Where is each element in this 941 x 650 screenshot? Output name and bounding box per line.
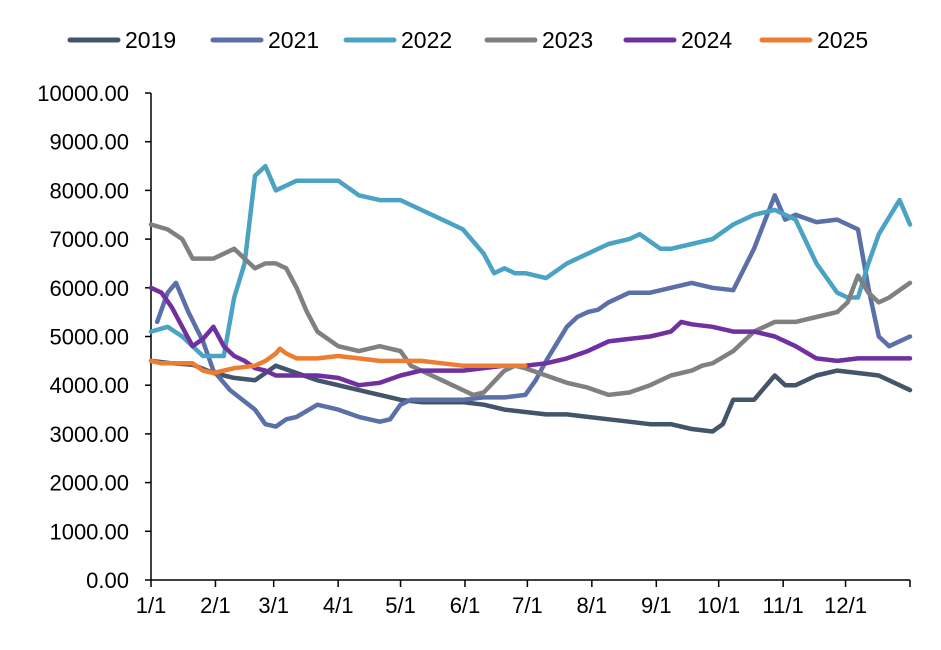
x-tick-label: 9/1: [641, 593, 672, 618]
x-tick-label: 12/1: [824, 593, 867, 618]
plot-area: [148, 163, 913, 434]
x-axis: 1/1 2/1 3/1 4/1 5/1 6/1 7/1 8/1 9/1 10/1 11/1 12/1: [136, 579, 911, 618]
x-tick-label: 11/1: [763, 593, 804, 618]
y-tick-label: 8000.00: [49, 178, 129, 203]
x-tick-label: 2/1: [200, 593, 231, 618]
y-tick-label: 10000.00: [37, 81, 129, 106]
x-tick-label: 8/1: [577, 593, 608, 618]
y-tick-label: 1000.00: [49, 519, 129, 544]
series-line-2021: [154, 193, 913, 429]
y-tick-label: 0.00: [86, 568, 129, 593]
series-line-2025: [148, 346, 528, 376]
y-tick-label: 9000.00: [49, 130, 129, 155]
x-tick-label: 3/1: [258, 593, 289, 618]
legend-label-2022: 2022: [401, 27, 452, 53]
x-tick-label: 4/1: [323, 593, 354, 618]
x-tick-label: 7/1: [512, 593, 543, 618]
legend-label-2019: 2019: [125, 27, 176, 53]
y-tick-label: 3000.00: [49, 422, 129, 447]
y-tick-label: 2000.00: [49, 471, 129, 496]
legend-label-2023: 2023: [542, 27, 593, 53]
series-line-2022: [148, 163, 913, 359]
x-tick-label: 10/1: [697, 593, 740, 618]
x-tick-label: 6/1: [450, 593, 481, 618]
legend: 2019 2021 2022 2023 2024 2025: [67, 27, 868, 53]
y-tick-label: 7000.00: [49, 227, 129, 252]
y-tick-label: 6000.00: [49, 276, 129, 301]
y-axis: 0.00 1000.00 2000.00 3000.00 4000.00 5000.00 6…: [37, 81, 152, 593]
series-line-2024: [148, 285, 913, 388]
series-line-2023: [148, 222, 913, 398]
legend-label-2025: 2025: [817, 27, 868, 53]
legend-label-2021: 2021: [268, 27, 319, 53]
y-tick-label: 5000.00: [49, 325, 129, 350]
y-tick-label: 4000.00: [49, 373, 129, 398]
x-tick-label: 5/1: [385, 593, 416, 618]
legend-label-2024: 2024: [681, 27, 732, 53]
series-line-2019: [148, 358, 913, 434]
x-tick-label: 1/1: [136, 593, 167, 618]
